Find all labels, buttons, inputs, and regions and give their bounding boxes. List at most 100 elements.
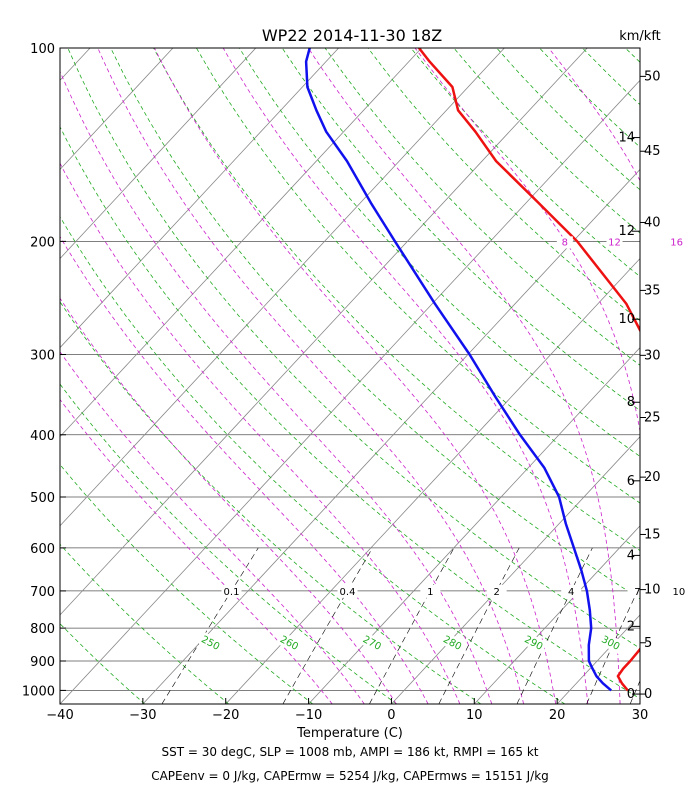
mixing-ratio-label-bg [221, 584, 242, 598]
x-tick-label: −10 [295, 708, 322, 723]
kft-tick-label: 50 [644, 69, 661, 84]
x-tick-label: 20 [549, 708, 566, 723]
mixing-ratio-line [282, 547, 373, 704]
mixing-ratio-label: 0.4 [340, 587, 356, 598]
caption-sst-line: SST = 30 degC, SLP = 1008 mb, AMPI = 186… [161, 745, 539, 759]
isotherm-line [60, 48, 505, 527]
moist-adiabat-line [222, 48, 589, 704]
moist-adiabat-label: 8 [562, 237, 568, 248]
moist-adiabat-label-bg [606, 236, 623, 249]
x-tick-label: 0 [387, 708, 395, 723]
pressure-tick-label: 200 [30, 235, 55, 250]
isotherm-line [142, 168, 640, 704]
mixing-ratio-line [369, 547, 455, 704]
dry-adiabat-line [60, 543, 229, 704]
x-tick-label: −40 [46, 708, 73, 723]
kft-tick-label: 35 [644, 283, 661, 298]
dry-adiabat-label-bg [438, 631, 467, 655]
chart-grid [60, 48, 640, 704]
moist-adiabat-label: 16 [670, 237, 683, 248]
mixing-ratio-line [516, 547, 593, 704]
dry-adiabat-label-bg [275, 631, 304, 655]
isotherm-line [60, 48, 257, 260]
kft-tick-label: 25 [644, 411, 661, 426]
mixing-ratio-label: 4 [568, 587, 574, 598]
x-tick-label: 10 [466, 708, 483, 723]
chart-axes: −40 −30 −20 −10 0 10 20 30100200300400500600700… [22, 42, 661, 723]
mixing-ratio-label: 10 [673, 587, 686, 598]
pressure-tick-label: 1000 [22, 684, 55, 699]
moist-adiabat-line [154, 48, 557, 704]
km-tick-label: 8 [627, 395, 635, 410]
dry-adiabat-label-bg [597, 631, 625, 655]
right-axis-label: km/kft [619, 29, 661, 44]
mixing-ratio-line [161, 547, 259, 704]
dry-adiabat-line [60, 126, 640, 700]
moist-adiabat-line [60, 398, 333, 704]
km-tick-label: 14 [618, 131, 635, 146]
mixing-ratio-label-bg [420, 584, 441, 598]
dry-adiabat-label-bg [520, 631, 548, 655]
km-tick-label: 10 [618, 312, 635, 327]
skewt-chart: 0.10.41247101625026027028029030081216202… [0, 0, 700, 740]
mixing-ratio-label: 1 [427, 587, 433, 598]
kft-tick-label: 15 [644, 527, 661, 542]
km-tick-label: 4 [627, 548, 635, 563]
dry-adiabat-line [324, 48, 640, 366]
km-tick-label: 2 [627, 619, 635, 634]
kft-tick-label: 0 [644, 687, 652, 702]
plot-frame [59, 47, 641, 705]
pressure-tick-label: 400 [30, 429, 55, 444]
dry-adiabat-line [196, 48, 640, 504]
chart-labels: 0.10.41247101625026027028029030081216202… [197, 236, 689, 655]
pressure-tick-label: 900 [30, 655, 55, 670]
mixing-ratio-label: 7 [634, 587, 640, 598]
chart-series [304, 48, 640, 692]
pressure-tick-label: 700 [30, 585, 55, 600]
pressure-tick-label: 800 [30, 622, 55, 637]
kft-tick-label: 20 [644, 470, 661, 485]
mixing-ratio-label-bg [668, 584, 689, 598]
chart-background [0, 0, 700, 740]
mixing-ratio-line [629, 679, 640, 704]
x-axis-label: Temperature (C) [296, 726, 403, 740]
x-tick-label: 30 [632, 708, 649, 723]
moist-adiabat-label-bg [556, 236, 573, 249]
isotherm-line [60, 48, 422, 438]
dry-adiabat-line [60, 463, 313, 704]
dry-adiabat-label-bg [358, 631, 386, 655]
mixing-ratio-label-bg [561, 584, 582, 598]
mixing-ratio-label-bg [486, 584, 507, 598]
mixing-ratio-line [438, 547, 520, 704]
km-tick-label: 12 [618, 224, 635, 239]
kft-tick-label: 10 [644, 583, 661, 598]
mixing-ratio-label-bg [337, 584, 358, 598]
mixing-ratio-line [586, 584, 640, 704]
kft-tick-label: 5 [644, 636, 652, 651]
mixing-ratio-label-bg [627, 584, 648, 598]
kft-tick-label: 45 [644, 144, 661, 159]
moist-adiabat-line [60, 351, 365, 704]
km-tick-label: 6 [627, 474, 635, 489]
x-tick-label: −30 [129, 708, 156, 723]
moist-adiabat-line [60, 297, 397, 704]
moist-adiabat-line [60, 70, 493, 704]
moist-adiabat-line [60, 235, 429, 704]
pressure-tick-label: 100 [30, 42, 55, 57]
x-tick-label: −20 [212, 708, 239, 723]
isotherm-line [60, 48, 588, 616]
isotherm-line [225, 257, 640, 704]
pressure-tick-label: 500 [30, 491, 55, 506]
moist-adiabat-label: 12 [608, 237, 621, 248]
isotherm-line [308, 347, 640, 704]
pressure-tick-label: 600 [30, 542, 55, 557]
temperature-profile-line [418, 48, 640, 692]
caption-cape-line: CAPEenv = 0 J/kg, CAPErmw = 5254 J/kg, C… [151, 769, 549, 783]
dry-adiabat-line [110, 48, 640, 600]
isotherm-line [60, 79, 640, 704]
kft-tick-label: 40 [644, 215, 661, 230]
dry-adiabat-line [153, 48, 640, 552]
isotherm-line [60, 48, 339, 349]
moist-adiabat-line [307, 48, 621, 704]
moist-adiabat-line [97, 48, 525, 704]
